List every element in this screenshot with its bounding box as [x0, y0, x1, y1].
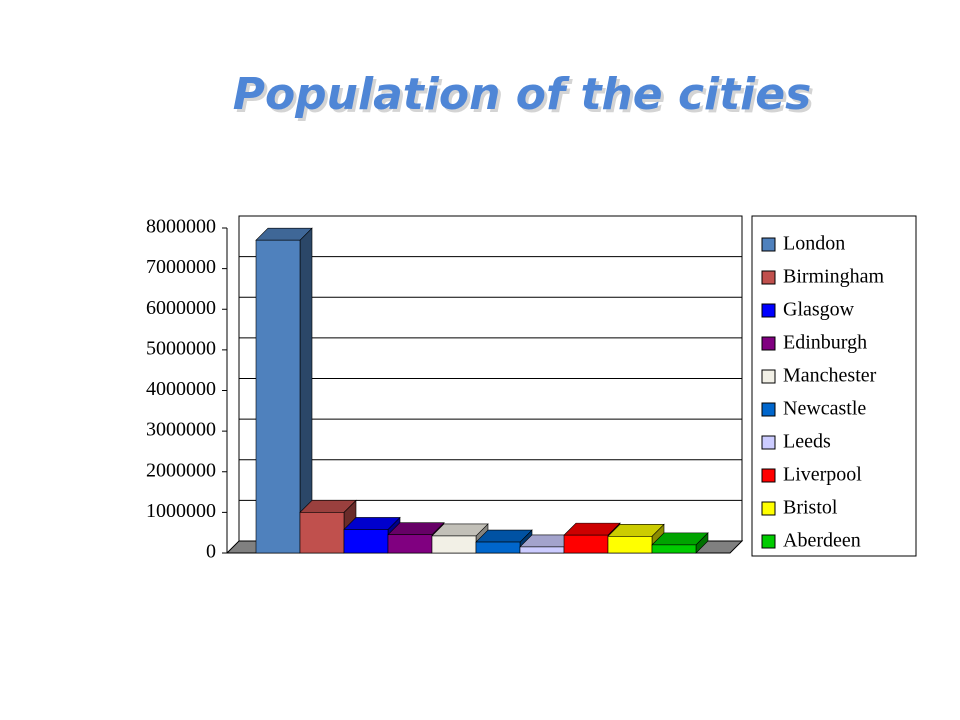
bar [343, 529, 389, 554]
y-tick-label: 7000000 [146, 256, 216, 278]
bar [563, 534, 609, 554]
legend-swatch [761, 336, 776, 351]
y-tick-label: 6000000 [146, 297, 216, 319]
legend-swatch [761, 402, 776, 417]
legend-label: Liverpool [783, 464, 862, 486]
legend-swatch [761, 435, 776, 450]
legend-swatch [761, 303, 776, 318]
legend-swatch [761, 270, 776, 285]
bar [475, 541, 521, 554]
y-tick-label: 4000000 [146, 378, 216, 400]
legend-swatch [761, 369, 776, 384]
bar [519, 546, 565, 554]
y-tick-label: 5000000 [146, 337, 216, 359]
y-tick-label: 0 [206, 541, 216, 563]
chart-title-shadow: Population of the cities [236, 72, 815, 123]
legend-swatch [761, 534, 776, 549]
legend-label: Bristol [783, 497, 838, 519]
y-tick-label: 1000000 [146, 500, 216, 522]
bar [651, 544, 697, 554]
legend-swatch [761, 501, 776, 516]
bar [387, 534, 433, 554]
legend-label: Edinburgh [783, 332, 867, 354]
bar [607, 536, 653, 554]
legend-label: London [783, 233, 845, 255]
legend-swatch [761, 237, 776, 252]
legend-label: Leeds [783, 431, 831, 453]
legend-swatch [761, 468, 776, 483]
legend-label: Newcastle [783, 398, 866, 420]
legend-label: Birmingham [783, 266, 885, 288]
legend-label: Manchester [783, 365, 877, 387]
legend-label: Glasgow [783, 299, 855, 321]
y-tick-label: 8000000 [146, 216, 216, 238]
bar [255, 239, 301, 554]
bar [299, 512, 345, 554]
chart-title: Population of the cities [233, 69, 812, 120]
y-tick-label: 2000000 [146, 459, 216, 481]
bar [431, 535, 477, 554]
legend-label: Aberdeen [783, 530, 861, 552]
y-tick-label: 3000000 [146, 419, 216, 441]
legend [751, 215, 917, 557]
